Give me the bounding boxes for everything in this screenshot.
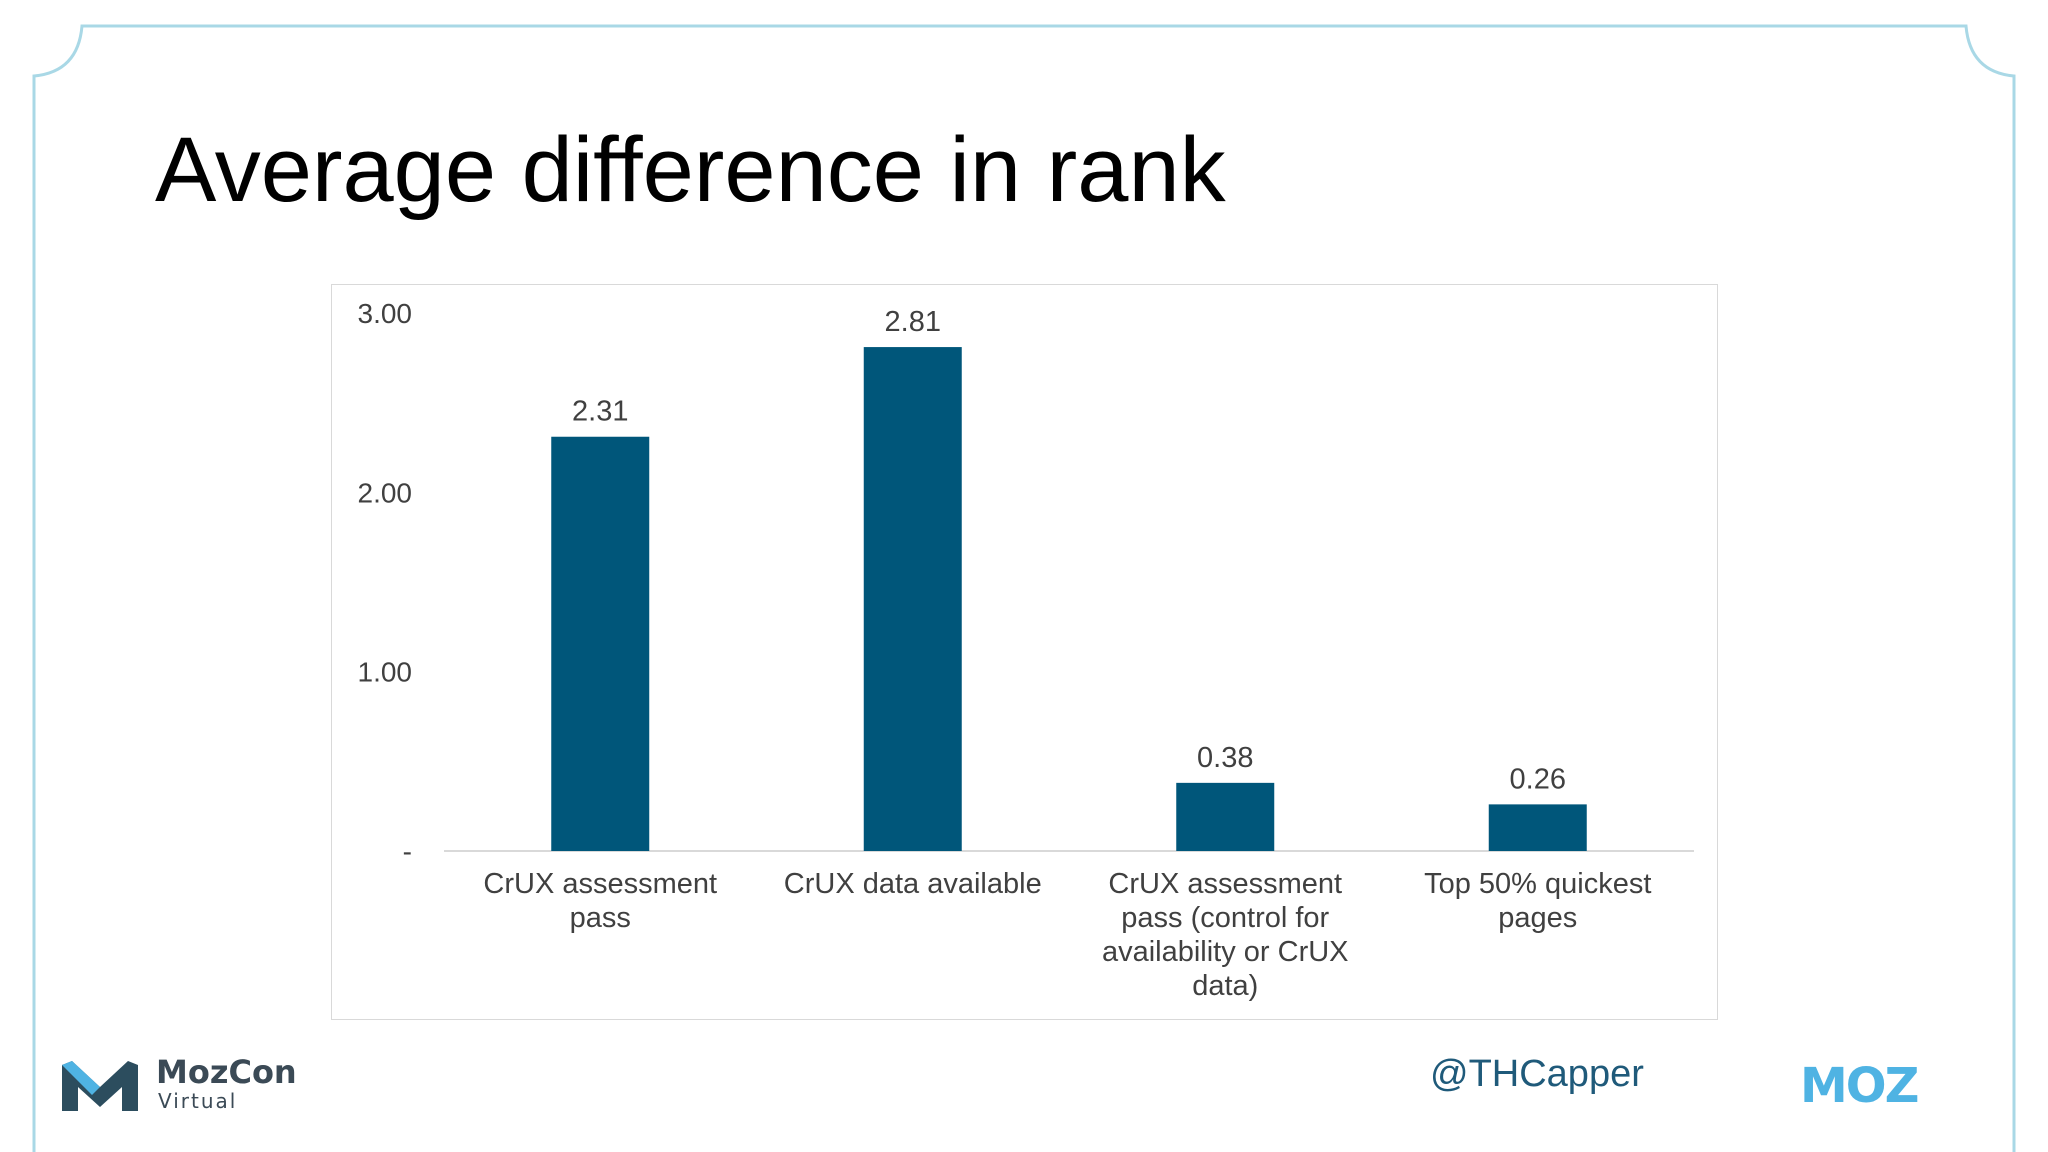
chart-container: - 1.00 2.00 3.00 2.31 2.81 0.38 0.26 CrUX asse… (331, 284, 1718, 1020)
moz-logo: MOZ (1800, 1058, 1919, 1114)
mozcon-m-icon (62, 1061, 138, 1111)
mozcon-wordmark: MozCon (156, 1053, 297, 1091)
y-tick-label: - (403, 836, 412, 867)
bar (1488, 804, 1587, 851)
bar (863, 347, 962, 851)
data-label: 2.81 (885, 306, 941, 338)
x-tick-label: Top 50% quickest pages (1424, 868, 1652, 934)
data-label: 0.26 (1510, 763, 1566, 795)
y-axis: - 1.00 2.00 3.00 (358, 298, 413, 867)
x-tick-label: CrUX assessment pass (483, 868, 718, 934)
bars (551, 347, 1587, 851)
bar (551, 436, 650, 851)
frame-border (32, 24, 2016, 1152)
data-labels: 2.31 2.81 0.38 0.26 (572, 306, 1566, 795)
bar (1176, 782, 1275, 851)
mozcon-logo: MozCon Virtual (62, 1053, 302, 1117)
bar-chart: - 1.00 2.00 3.00 2.31 2.81 0.38 0.26 (358, 298, 1694, 867)
y-tick-label: 1.00 (358, 657, 413, 688)
mozcon-subtitle: Virtual (158, 1089, 238, 1113)
x-tick-label: CrUX data available (783, 868, 1042, 900)
y-tick-label: 3.00 (358, 298, 413, 329)
data-label: 2.31 (572, 396, 628, 428)
x-tick-label: CrUX assessment pass (control for availabi… (1101, 868, 1349, 1002)
data-label: 0.38 (1197, 742, 1253, 774)
twitter-handle: @THCapper (1430, 1053, 1644, 1095)
slide-title: Average difference in rank (155, 119, 1226, 221)
y-tick-label: 2.00 (358, 477, 413, 508)
